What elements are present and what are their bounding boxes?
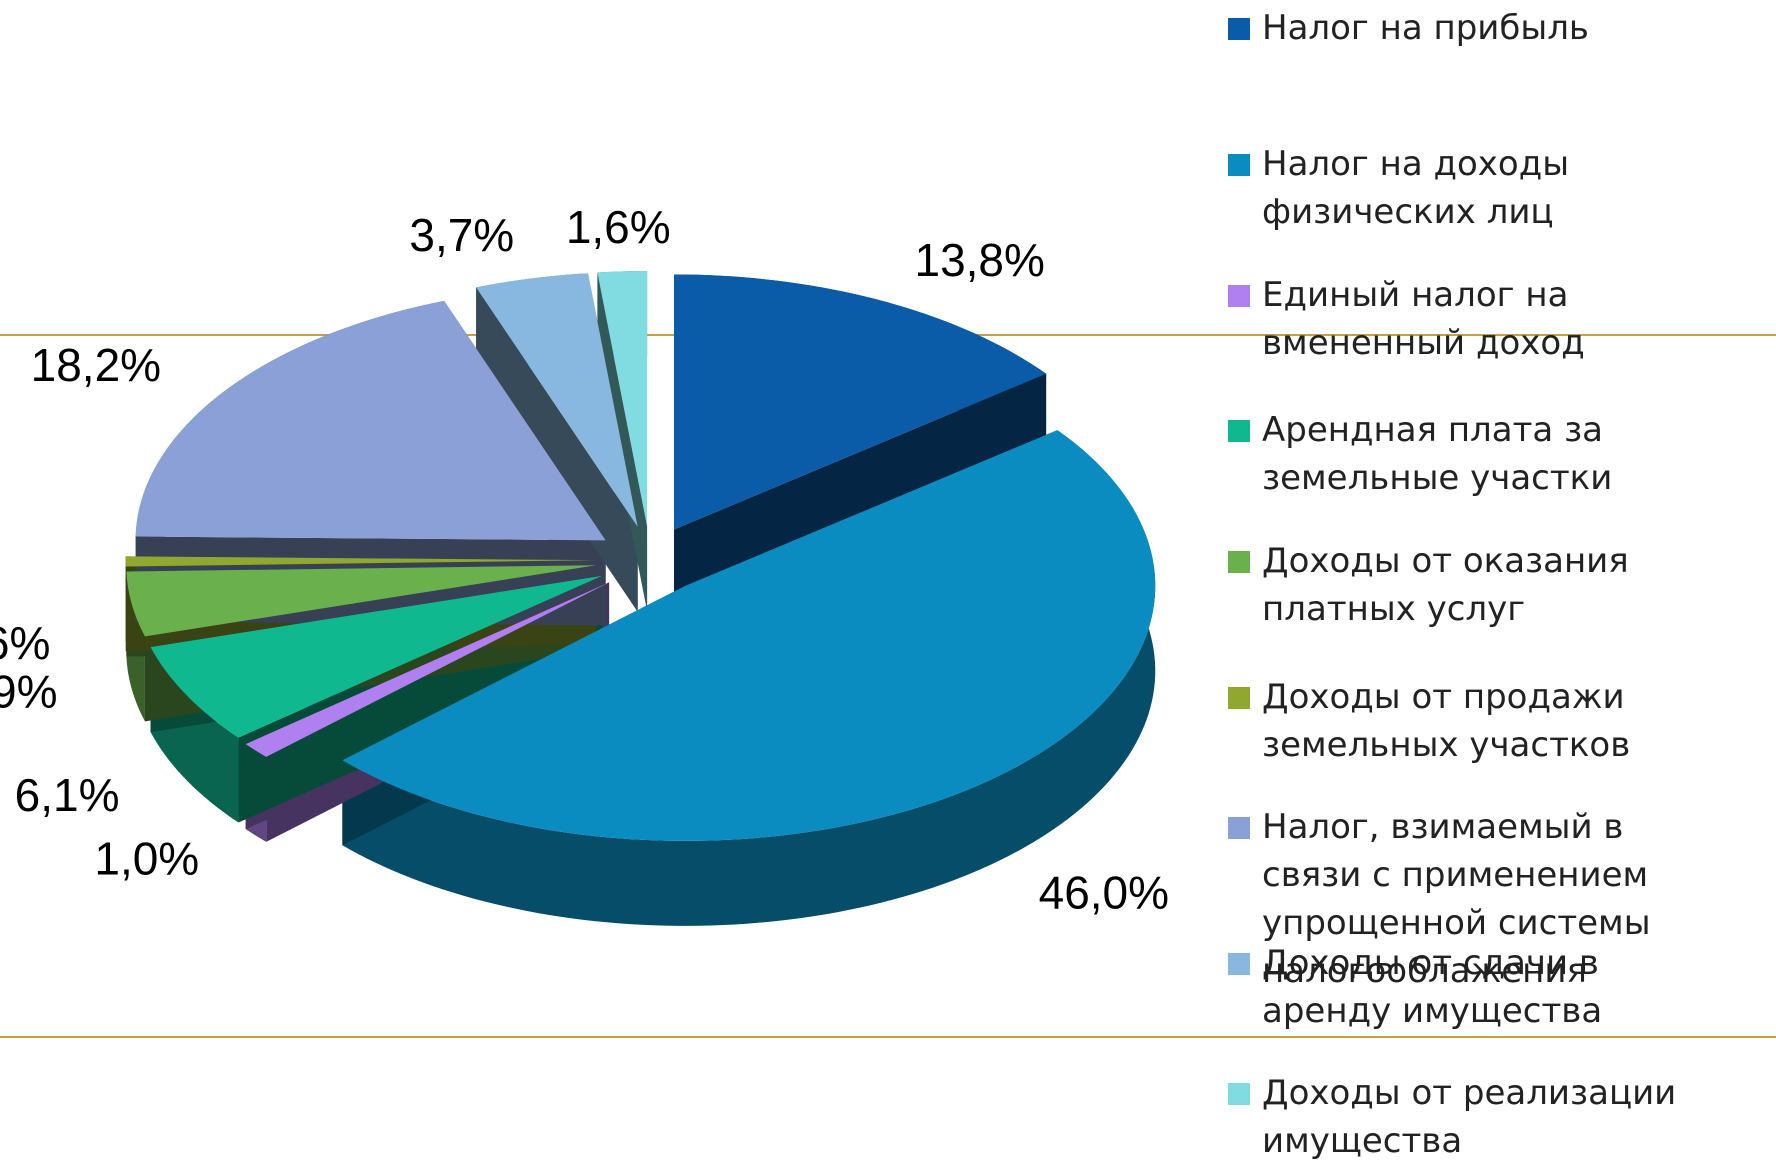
data-label: 1,6% (566, 201, 671, 253)
legend-swatch (1228, 285, 1250, 307)
data-label: 0,6% (0, 617, 50, 669)
legend-swatch (1228, 551, 1250, 573)
legend-item: Налог на прибыль (1228, 4, 1728, 52)
legend-swatch (1228, 18, 1250, 40)
legend-item: Доходы от оказания платных услуг (1228, 537, 1728, 633)
legend-swatch (1228, 687, 1250, 709)
legend-label: Доходы от реализации имущества (1262, 1073, 1676, 1161)
data-label: 3,7% (409, 209, 514, 261)
legend-item: Единый налог на вмененный доход (1228, 271, 1728, 367)
legend-label: Арендная плата за земельные участки (1262, 410, 1612, 498)
legend-item: Доходы от реализации имущества (1228, 1069, 1728, 1165)
data-label: 6,1% (15, 769, 120, 821)
legend-label: Доходы от сдачи в аренду имущества (1262, 943, 1602, 1031)
legend-label: Единый налог на вмененный доход (1262, 275, 1585, 363)
legend-swatch (1228, 154, 1250, 176)
data-label: 1,0% (94, 833, 199, 885)
legend-item: Доходы от продажи земельных участков (1228, 673, 1728, 769)
legend-item: Доходы от сдачи в аренду имущества (1228, 939, 1728, 1035)
legend-label: Доходы от продажи земельных участков (1262, 677, 1630, 765)
legend-swatch (1228, 1083, 1250, 1105)
data-label: 13,8% (914, 234, 1044, 286)
legend-item: Арендная плата за земельные участки (1228, 406, 1728, 502)
legend-swatch (1228, 817, 1250, 839)
legend-label: Налог на прибыль (1262, 8, 1589, 48)
data-label: 3,9% (0, 666, 57, 718)
data-label: 46,0% (1039, 866, 1169, 918)
legend-label: Доходы от оказания платных услуг (1262, 541, 1629, 629)
legend-item: Налог на доходы физических лиц (1228, 140, 1728, 236)
data-label: 18,2% (31, 339, 161, 391)
legend-label: Налог на доходы физических лиц (1262, 144, 1569, 232)
legend-swatch (1228, 953, 1250, 975)
legend-swatch (1228, 420, 1250, 442)
